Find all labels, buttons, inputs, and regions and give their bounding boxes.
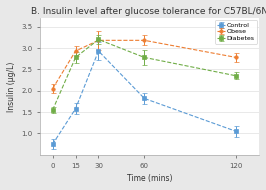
Legend: Control, Obese, Diabetes: Control, Obese, Diabetes [215,20,257,44]
Title: B. Insulin level after glucose tolerance for C57BL/6N: B. Insulin level after glucose tolerance… [31,7,266,16]
Y-axis label: Insulin (µg/L): Insulin (µg/L) [7,61,16,112]
X-axis label: Time (mins): Time (mins) [127,174,172,183]
